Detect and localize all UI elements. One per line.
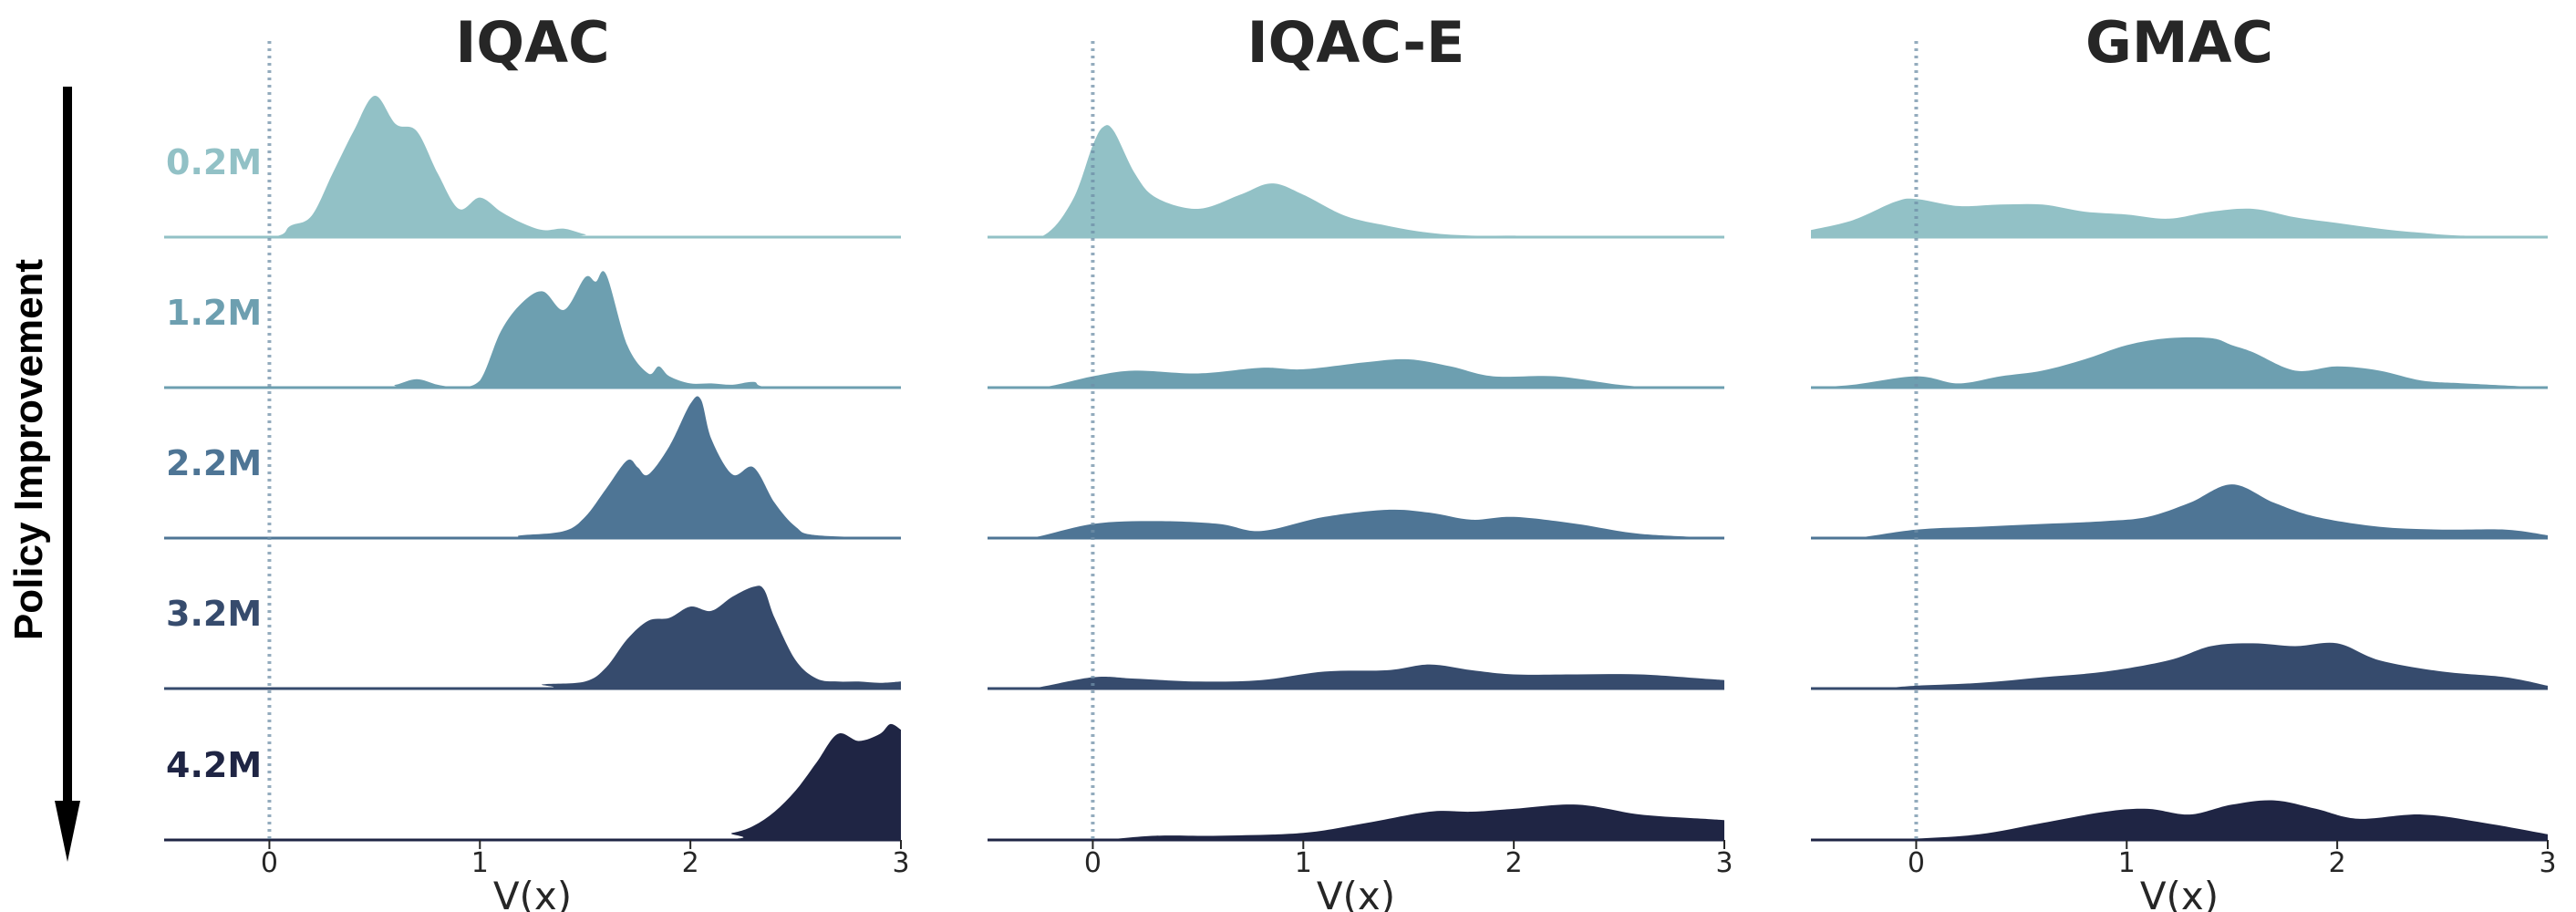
ridge-iqac-2-2m [164, 396, 901, 538]
x-axis-label: V(x) [493, 874, 572, 912]
ridge-iqac-1-2m [164, 271, 901, 388]
x-tick-label: 1 [1295, 847, 1312, 879]
x-tick-label: 3 [892, 847, 909, 879]
x-axis-label: V(x) [1317, 874, 1395, 912]
ridge-gmac-2-2m [1811, 484, 2548, 538]
ridge-gmac-0-2m [1811, 198, 2548, 237]
ridge-iqac-e-4-2m [988, 804, 1724, 840]
arrow-label: Policy Improvement [6, 259, 51, 640]
ridge-iqac-0-2m [164, 95, 901, 237]
row-label: 4.2M [166, 745, 262, 785]
row-label: 0.2M [166, 142, 262, 182]
ridge-gmac-3-2m [1811, 642, 2548, 689]
ridge-iqac-4-2m [164, 723, 901, 840]
ridge-iqac-3-2m [164, 586, 901, 689]
ridge-gmac-1-2m [1811, 337, 2548, 388]
ridge-iqac-e-2-2m [988, 509, 1724, 538]
panel-title: IQAC-E [1247, 9, 1465, 76]
panels: IQAC 0.2M 1.2M 2.2M 3.2M 4.2M 0 1 2 3 V(x) IQAC-E 0 1… [164, 9, 2557, 912]
arrow-head [55, 801, 80, 862]
x-tick-label: 1 [471, 847, 489, 879]
panel-title: IQAC [455, 9, 609, 76]
policy-improvement-arrow: Policy Improvement [6, 87, 80, 862]
x-tick-label: 1 [2118, 847, 2136, 879]
row-label: 3.2M [166, 594, 262, 634]
x-tick-label: 2 [1505, 847, 1523, 879]
ridge-iqac-e-3-2m [988, 664, 1724, 689]
x-tick-label: 0 [1084, 847, 1102, 879]
row-label: 1.2M [166, 293, 262, 333]
ridge-iqac-e-1-2m [988, 358, 1724, 388]
panel-gmac: GMAC 0 1 2 3 V(x) [1811, 9, 2557, 912]
x-tick-label: 3 [2539, 847, 2556, 879]
row-label: 2.2M [166, 443, 262, 483]
x-tick-label: 3 [1715, 847, 1733, 879]
x-tick-label: 2 [2329, 847, 2346, 879]
panel-title: GMAC [2085, 9, 2273, 76]
ridge-gmac-4-2m [1811, 800, 2548, 840]
x-tick-label: 0 [1908, 847, 1925, 879]
x-tick-label: 2 [682, 847, 699, 879]
panel-iqac: IQAC 0.2M 1.2M 2.2M 3.2M 4.2M 0 1 2 3 V(x) [164, 9, 910, 912]
x-tick-label: 0 [261, 847, 278, 879]
panel-iqac-e: IQAC-E 0 1 2 3 V(x) [988, 9, 1733, 912]
ridge-iqac-e-0-2m [988, 125, 1724, 237]
x-axis-label: V(x) [2140, 874, 2219, 912]
